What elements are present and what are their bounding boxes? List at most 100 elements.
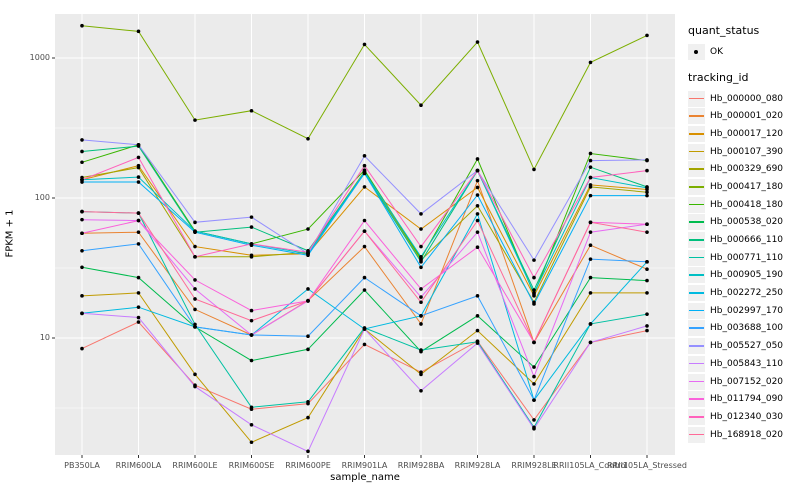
data-point-Hb_003688_100[interactable] [588,257,593,261]
data-point-Hb_000538_020[interactable] [645,278,649,283]
data-point-Hb_168918_020[interactable] [306,299,310,303]
data-point-Hb_005527_050[interactable] [645,158,649,162]
data-point-Hb_002997_170[interactable] [193,230,197,234]
data-point-Hb_011794_090[interactable] [193,278,197,282]
data-point-Hb_000329_690[interactable] [136,165,141,170]
data-point-Hb_005527_050[interactable] [249,215,254,219]
data-point-Hb_002997_170[interactable] [475,193,480,197]
data-point-Hb_000418_180[interactable] [80,160,84,165]
data-point-Hb_012340_030[interactable] [80,177,84,182]
data-point-Hb_000666_110[interactable] [80,149,84,154]
data-point-Hb_012340_030[interactable] [588,175,593,180]
data-point-Hb_000000_080[interactable] [80,346,84,351]
legend-item-Hb_000666_110[interactable]: Hb_000666_110 [688,231,800,249]
data-point-Hb_003688_100[interactable] [645,260,649,264]
data-point-Hb_002997_170[interactable] [362,171,367,176]
data-point-Hb_000001_020[interactable] [362,244,367,249]
data-point-Hb_000000_080[interactable] [362,342,367,347]
data-point-Hb_000905_190[interactable] [645,186,649,190]
data-point-Hb_000417_180[interactable] [80,23,84,28]
data-point-Hb_000538_020[interactable] [362,288,367,292]
data-point-Hb_168918_020[interactable] [475,218,480,223]
data-point-Hb_005843_110[interactable] [249,422,254,427]
data-point-Hb_000417_180[interactable] [475,40,480,44]
data-point-Hb_000417_180[interactable] [193,118,197,122]
data-point-Hb_011794_090[interactable] [80,231,84,236]
data-point-Hb_003688_100[interactable] [136,242,141,246]
data-point-Hb_000417_180[interactable] [588,60,593,65]
data-point-Hb_000329_690[interactable] [475,203,480,208]
data-point-Hb_007152_020[interactable] [419,295,423,299]
data-point-Hb_000329_690[interactable] [645,190,649,195]
data-point-Hb_000107_390[interactable] [136,291,141,295]
data-point-Hb_007152_020[interactable] [249,333,254,337]
legend-item-Hb_000905_190[interactable]: Hb_000905_190 [688,267,800,285]
data-point-Hb_000417_180[interactable] [136,29,141,34]
data-point-Hb_007152_020[interactable] [193,287,197,291]
data-point-Hb_000107_390[interactable] [532,382,536,386]
data-point-Hb_000000_080[interactable] [136,320,141,324]
legend-item-Hb_002997_170[interactable]: Hb_002997_170 [688,302,800,320]
legend-item-Hb_007152_020[interactable]: Hb_007152_020 [688,373,800,391]
data-point-Hb_005843_110[interactable] [532,426,536,431]
data-point-Hb_003688_100[interactable] [475,294,480,298]
data-point-Hb_000417_180[interactable] [532,167,536,172]
legend-item-Hb_012340_030[interactable]: Hb_012340_030 [688,408,800,426]
data-point-Hb_000417_180[interactable] [362,42,367,47]
data-point-Hb_012340_030[interactable] [193,255,197,259]
data-point-Hb_005527_050[interactable] [80,138,84,142]
data-point-Hb_000418_180[interactable] [306,227,310,231]
data-point-Hb_011794_090[interactable] [419,287,423,291]
data-point-Hb_000001_020[interactable] [588,243,593,248]
data-point-Hb_002272_250[interactable] [306,287,310,291]
legend-item-Hb_000000_080[interactable]: Hb_000000_080 [688,90,800,108]
data-point-Hb_005843_110[interactable] [362,327,367,331]
legend-item-Hb_000771_110[interactable]: Hb_000771_110 [688,249,800,267]
data-point-Hb_002272_250[interactable] [588,322,593,326]
data-point-Hb_168918_020[interactable] [249,318,254,323]
data-point-Hb_012340_030[interactable] [362,163,367,168]
data-point-Hb_000905_190[interactable] [532,291,536,295]
data-point-Hb_000666_110[interactable] [532,288,536,292]
data-point-Hb_000107_390[interactable] [419,372,423,377]
data-point-Hb_012340_030[interactable] [645,168,649,173]
data-point-Hb_000771_110[interactable] [645,312,649,316]
data-point-Hb_000107_390[interactable] [80,294,84,298]
data-point-Hb_005843_110[interactable] [80,311,84,316]
data-point-Hb_000017_120[interactable] [419,227,423,231]
data-point-Hb_000107_390[interactable] [249,440,254,445]
data-point-Hb_000771_110[interactable] [193,322,197,327]
data-point-Hb_003688_100[interactable] [193,325,197,329]
data-point-Hb_000001_020[interactable] [645,267,649,272]
data-point-Hb_002997_170[interactable] [136,180,141,184]
data-point-Hb_168918_020[interactable] [362,229,367,233]
data-point-Hb_002997_170[interactable] [419,265,423,270]
data-point-Hb_000417_180[interactable] [306,136,310,141]
data-point-Hb_002997_170[interactable] [588,193,593,198]
data-point-Hb_000417_180[interactable] [249,108,254,113]
data-point-Hb_168918_020[interactable] [419,300,423,305]
data-point-Hb_011794_090[interactable] [249,308,254,313]
data-point-Hb_003688_100[interactable] [532,398,536,402]
data-point-Hb_005843_110[interactable] [475,341,480,345]
legend-item-Hb_168918_020[interactable]: Hb_168918_020 [688,426,800,444]
data-point-Hb_000417_180[interactable] [419,103,423,108]
legend-item-Hb_000107_390[interactable]: Hb_000107_390 [688,143,800,161]
data-point-Hb_012340_030[interactable] [249,242,254,246]
data-point-Hb_005527_050[interactable] [136,142,141,147]
data-point-Hb_000017_120[interactable] [362,185,367,189]
data-point-Hb_012340_030[interactable] [136,155,141,160]
data-point-Hb_005843_110[interactable] [419,388,423,393]
data-point-Hb_007152_020[interactable] [532,374,536,379]
data-point-Hb_011794_090[interactable] [362,218,367,223]
data-point-Hb_012340_030[interactable] [475,168,480,173]
data-point-Hb_000107_390[interactable] [588,291,593,295]
data-point-Hb_005843_110[interactable] [306,449,310,454]
legend-item-Hb_011794_090[interactable]: Hb_011794_090 [688,390,800,408]
data-point-Hb_000107_390[interactable] [645,291,649,295]
data-point-Hb_000905_190[interactable] [419,255,423,259]
legend-item-Hb_000001_020[interactable]: Hb_000001_020 [688,107,800,125]
data-point-Hb_005527_050[interactable] [362,154,367,158]
legend-item-Hb_000329_690[interactable]: Hb_000329_690 [688,160,800,178]
data-point-Hb_005843_110[interactable] [193,384,197,389]
